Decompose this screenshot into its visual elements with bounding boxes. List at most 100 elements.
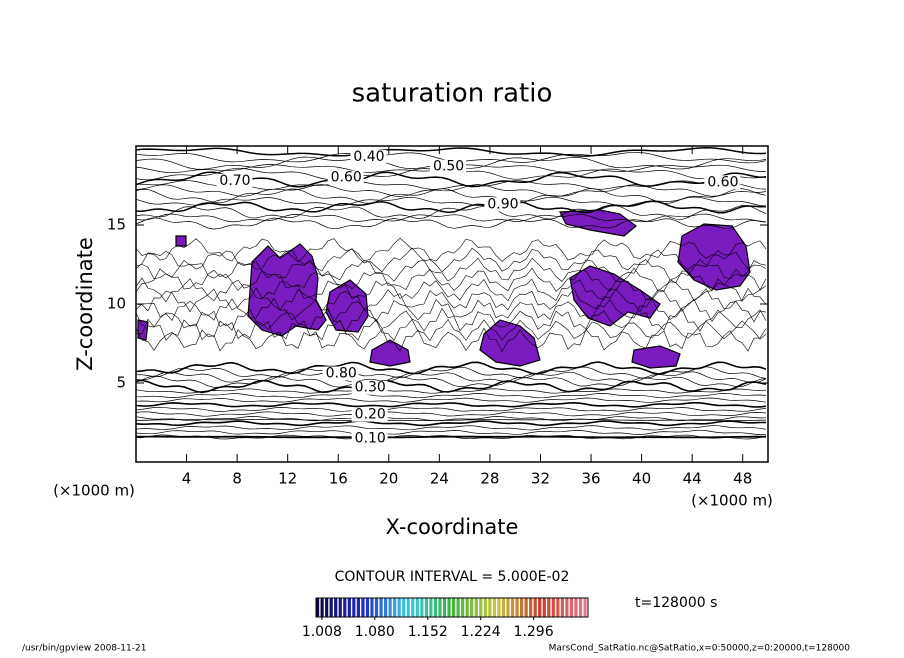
colorbar-stripe xyxy=(483,598,487,617)
colorbar-stripe xyxy=(515,598,519,617)
colorbar-stripe xyxy=(433,598,438,617)
colorbar-stripe xyxy=(374,598,379,617)
region xyxy=(175,235,187,247)
colorbar-stripe xyxy=(578,598,583,617)
colorbar-stripe xyxy=(506,598,510,617)
contour-line xyxy=(135,287,767,313)
colorbar-stripe xyxy=(347,598,351,617)
colorbar-stripe xyxy=(420,598,424,617)
chart-title: saturation ratio xyxy=(352,79,553,109)
contour-label-bg xyxy=(350,150,387,165)
contour-line xyxy=(135,277,767,303)
supersaturated-regions xyxy=(137,209,751,369)
colorbar-stripe xyxy=(488,598,492,617)
footer-left: /usr/bin/gpview 2008-11-21 xyxy=(22,644,146,654)
colorbar-stripe xyxy=(329,598,333,617)
contour-line xyxy=(135,247,767,273)
contour-line xyxy=(135,327,767,353)
colorbar-stripe xyxy=(442,598,447,617)
region xyxy=(479,319,541,367)
region xyxy=(369,339,411,367)
contour-line xyxy=(135,217,767,230)
contour-line xyxy=(135,213,767,223)
x-tick-label: 8 xyxy=(232,470,242,488)
colorbar-stripe xyxy=(465,598,469,617)
colorbar-stripe xyxy=(565,598,569,617)
colorbar-stripe xyxy=(429,598,433,617)
contour-line xyxy=(135,147,767,157)
contour-line xyxy=(135,361,767,375)
x-tick-label: 32 xyxy=(531,470,550,488)
x-tick-label: 44 xyxy=(683,470,702,488)
colorbar-stripe xyxy=(402,598,406,617)
colorbar-tick-label: 1.152 xyxy=(408,624,448,640)
contour-line xyxy=(135,416,767,422)
colorbar-stripe xyxy=(411,598,415,617)
colorbar-stripe xyxy=(533,598,537,617)
footer-right: MarsCond_SatRatio.nc@SatRatio,x=0:50000,… xyxy=(549,644,851,654)
y-tick-label: 15 xyxy=(107,216,126,234)
x-tick-label: 48 xyxy=(733,470,752,488)
contour-label: 0.30 xyxy=(355,380,386,396)
x-axis-label: X-coordinate xyxy=(386,515,519,539)
contour-line xyxy=(135,297,767,323)
colorbar-stripe xyxy=(424,598,428,617)
region xyxy=(559,209,637,237)
contour-line xyxy=(135,200,767,214)
colorbar-stripe xyxy=(479,598,483,617)
contour-line xyxy=(135,371,767,384)
colorbar-stripe xyxy=(529,598,533,617)
colorbar-stripe xyxy=(510,598,515,617)
contour-line xyxy=(135,205,767,220)
colorbar-stripe xyxy=(538,598,542,617)
contour-label: 0.50 xyxy=(433,159,464,175)
colorbar-stripe xyxy=(520,598,524,617)
y-unit-label: (×1000 m) xyxy=(53,482,135,500)
contour-label: 0.70 xyxy=(219,173,250,189)
contour-label-bg xyxy=(704,175,741,190)
colorbar-stripe xyxy=(556,598,560,617)
contour-label: 0.60 xyxy=(331,170,362,186)
colorbar-stripe xyxy=(384,598,388,617)
contour-line xyxy=(135,307,767,333)
colorbar-stripe xyxy=(343,598,347,617)
contour-interval: CONTOUR INTERVAL = 5.000E-02 xyxy=(335,569,570,585)
region xyxy=(247,243,327,337)
colorbar-stripe xyxy=(560,598,564,617)
colorbar-stripe xyxy=(338,598,342,617)
contour-label: 0.80 xyxy=(326,366,357,382)
colorbar-stripe xyxy=(447,598,451,617)
contour-line xyxy=(135,366,767,379)
contour-line xyxy=(136,435,766,439)
colorbar-stripe xyxy=(452,598,456,617)
time-label: t=128000 s xyxy=(635,595,717,611)
colorbar-stripe xyxy=(501,598,506,617)
colorbar-stripe xyxy=(551,598,555,617)
colorbar-stripe xyxy=(524,598,528,617)
colorbar-stripe xyxy=(542,598,546,617)
contour-label-bg xyxy=(430,159,467,174)
y-tick-label: 10 xyxy=(107,295,126,313)
x-tick-label: 20 xyxy=(379,470,398,488)
colorbar-stripe xyxy=(497,598,501,617)
contour-line xyxy=(135,237,767,263)
contour-line xyxy=(135,388,767,394)
contour-label: 0.10 xyxy=(355,430,386,446)
colorbar-stripe xyxy=(325,598,329,617)
colorbar-stripe xyxy=(379,598,383,617)
y-tick-label: 5 xyxy=(116,374,126,392)
contour-line xyxy=(135,397,767,403)
colorbar-stripe xyxy=(365,598,370,617)
colorbar-stripe xyxy=(406,598,410,617)
colorbar-tick-label: 1.008 xyxy=(302,624,342,640)
contour-label: 0.40 xyxy=(353,149,384,165)
colorbar-stripe xyxy=(456,598,460,617)
region xyxy=(325,279,369,333)
contour-line xyxy=(135,420,766,427)
colorbar-stripe xyxy=(352,598,356,617)
colorbar-stripe xyxy=(356,598,360,617)
contour-label: 0.60 xyxy=(707,174,738,190)
contour-line xyxy=(135,418,767,422)
